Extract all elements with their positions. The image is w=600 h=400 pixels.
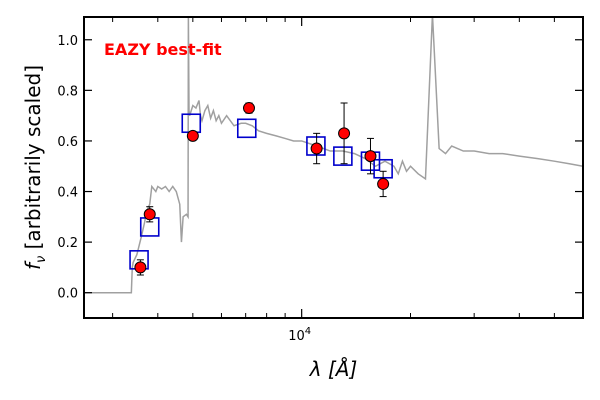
y-axis-label-symbol: f bbox=[21, 260, 45, 270]
y-tick-label: 0.0 bbox=[57, 287, 78, 302]
x-axis-label-unit: Å bbox=[334, 357, 350, 381]
y-axis-label-text: [arbitrarily scaled] bbox=[21, 65, 45, 256]
chart-annotation: EAZY best-fit bbox=[104, 40, 222, 59]
observed-flux-point bbox=[377, 177, 390, 190]
y-axis-label-subscript: ν bbox=[34, 256, 49, 263]
observed-flux-point bbox=[310, 142, 323, 155]
model-flux-box bbox=[333, 146, 353, 166]
template-spectrum-line bbox=[84, 17, 583, 294]
plot-clip-group bbox=[84, 17, 583, 294]
y-tick-label: 0.2 bbox=[57, 236, 78, 251]
plot-frame bbox=[83, 16, 584, 319]
y-tick-label: 0.8 bbox=[57, 84, 78, 99]
y-tick-label: 1.0 bbox=[57, 34, 78, 49]
axes: 0.0 0.2 0.4 0.6 0.8 1.0 104 bbox=[57, 16, 584, 344]
model-flux-box bbox=[306, 136, 326, 156]
observed-flux-point bbox=[242, 102, 255, 115]
observed-flux-point bbox=[186, 129, 199, 142]
x-tick-label: 104 bbox=[288, 326, 311, 344]
x-axis-label-end: ] bbox=[348, 357, 357, 381]
observed-flux-point bbox=[134, 261, 147, 274]
observed-flux-point bbox=[338, 127, 351, 140]
plot-area bbox=[84, 17, 583, 294]
y-tick-label: 0.6 bbox=[57, 135, 78, 150]
observed-flux-point bbox=[364, 150, 377, 163]
model-flux-box bbox=[236, 118, 257, 139]
x-axis-label: λ [Å] bbox=[309, 357, 358, 381]
y-tick-label: 0.4 bbox=[57, 186, 78, 201]
model-flux-box bbox=[181, 113, 202, 134]
x-axis-label-symbol: λ [ bbox=[309, 357, 337, 381]
observed-flux-point bbox=[143, 208, 156, 221]
y-axis-label: fν [arbitrarily scaled] bbox=[21, 65, 49, 270]
